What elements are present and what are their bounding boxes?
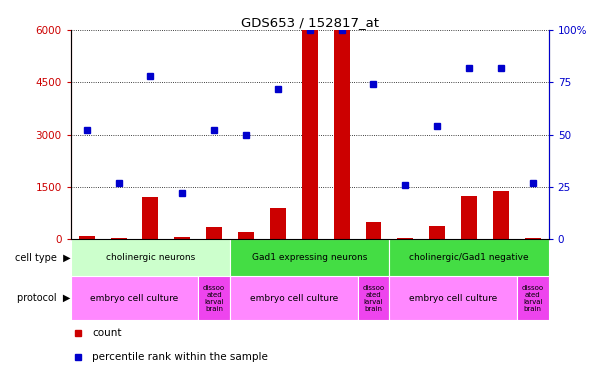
Text: cholinergic neurons: cholinergic neurons (106, 254, 195, 262)
Text: count: count (92, 328, 122, 339)
Bar (517, 276, 549, 320)
Bar (238, 232, 254, 239)
Text: cholinergic/Gad1 negative: cholinergic/Gad1 negative (409, 254, 529, 262)
Bar (358, 276, 389, 320)
Bar (198, 276, 230, 320)
Bar (206, 227, 222, 239)
Text: dissoo
ated
larval
brain: dissoo ated larval brain (203, 285, 225, 312)
Bar (493, 191, 509, 239)
Bar (461, 196, 477, 239)
Bar (302, 30, 318, 239)
Bar (398, 238, 414, 239)
Bar (334, 30, 349, 239)
Bar (79, 236, 94, 239)
Bar (230, 276, 358, 320)
Bar (230, 239, 389, 276)
Text: dissoo
ated
larval
brain: dissoo ated larval brain (522, 285, 544, 312)
Bar (71, 239, 230, 276)
Bar (366, 222, 382, 239)
Bar (525, 237, 540, 239)
Title: GDS653 / 152817_at: GDS653 / 152817_at (241, 16, 379, 29)
Text: Gad1 expressing neurons: Gad1 expressing neurons (252, 254, 368, 262)
Bar (430, 226, 445, 239)
Text: embryo cell culture: embryo cell culture (409, 294, 497, 303)
Bar (71, 276, 198, 320)
Text: embryo cell culture: embryo cell culture (250, 294, 338, 303)
Bar (143, 197, 158, 239)
Text: dissoo
ated
larval
brain: dissoo ated larval brain (362, 285, 385, 312)
Bar (270, 208, 286, 239)
Bar (389, 239, 549, 276)
Text: protocol  ▶: protocol ▶ (18, 293, 71, 303)
Text: embryo cell culture: embryo cell culture (90, 294, 179, 303)
Bar (389, 276, 517, 320)
Bar (175, 237, 191, 239)
Text: cell type  ▶: cell type ▶ (15, 253, 71, 263)
Text: percentile rank within the sample: percentile rank within the sample (92, 352, 268, 362)
Bar (111, 238, 126, 239)
